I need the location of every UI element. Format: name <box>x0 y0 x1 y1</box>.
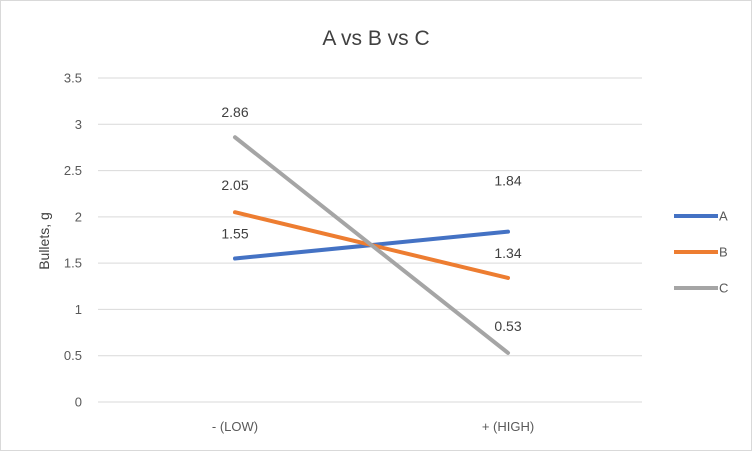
x-tick-label: + (HIGH) <box>482 419 534 434</box>
y-axis-ticks: 0 0.5 1 1.5 2 2.5 3 3.5 <box>64 71 82 410</box>
y-tick-label: 1.5 <box>64 256 82 271</box>
y-tick-label: 0 <box>75 395 82 410</box>
y-tick-label: 1 <box>75 302 82 317</box>
data-label: 1.34 <box>494 245 521 261</box>
y-axis-label: Bullets, g <box>36 212 52 270</box>
x-tick-label: - (LOW) <box>212 419 258 434</box>
series-line-c <box>233 135 510 355</box>
series-lines <box>233 135 510 355</box>
x-axis-ticks: - (LOW) + (HIGH) <box>212 419 534 434</box>
data-labels: 1.55 1.84 2.05 1.34 2.86 0.53 <box>221 104 521 334</box>
data-label: 0.53 <box>494 318 521 334</box>
data-label: 2.05 <box>221 177 248 193</box>
gridlines <box>98 77 642 403</box>
y-tick-label: 3 <box>75 117 82 132</box>
data-label: 1.84 <box>494 173 521 189</box>
y-tick-label: 0.5 <box>64 348 82 363</box>
legend-label: A <box>719 209 728 224</box>
legend: A B C <box>674 209 728 296</box>
chart-title: A vs B vs C <box>322 27 429 50</box>
y-tick-label: 2.5 <box>64 163 82 178</box>
y-tick-label: 3.5 <box>64 71 82 86</box>
data-label: 1.55 <box>221 226 248 242</box>
data-label: 2.86 <box>221 104 248 120</box>
y-tick-label: 2 <box>75 209 82 224</box>
legend-label: C <box>719 281 728 296</box>
legend-label: B <box>719 245 728 260</box>
